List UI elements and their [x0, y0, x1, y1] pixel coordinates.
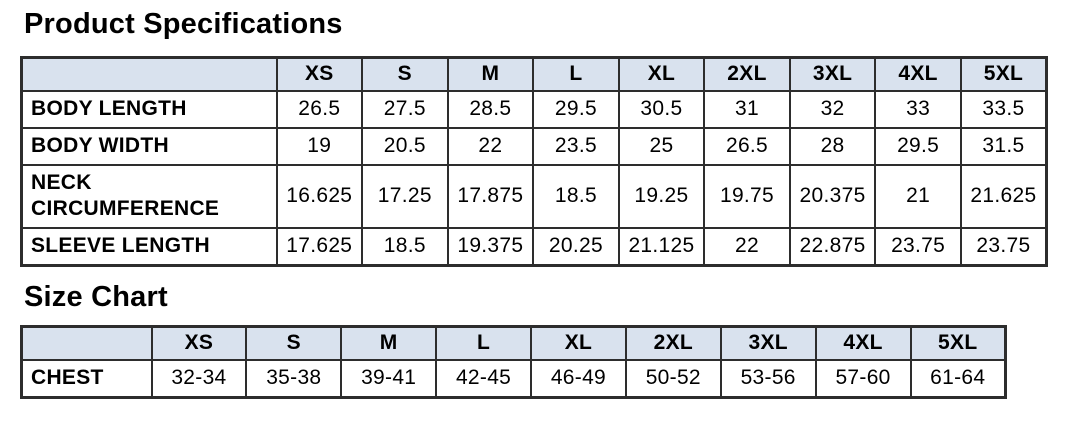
- spec-header-xl: XL: [617, 56, 706, 92]
- size-header-4xl: 4XL: [814, 325, 912, 361]
- cell: 22.875: [788, 227, 877, 267]
- cell: 29.5: [532, 89, 620, 129]
- cell: 26.5: [703, 126, 791, 166]
- product-spec-page: Product Specifications XS S M L XL 2XL 3…: [20, 8, 1048, 399]
- cell: 20.5: [361, 126, 449, 166]
- cell: 31.5: [959, 126, 1048, 166]
- cell: 20.25: [532, 227, 620, 267]
- cell: 27.5: [361, 89, 449, 129]
- cell: 23.75: [959, 227, 1048, 267]
- cell: 21.625: [959, 163, 1048, 230]
- cell: 21.125: [617, 227, 706, 267]
- cell: 19.25: [617, 163, 706, 230]
- spec-header-xs: XS: [275, 56, 364, 92]
- size-header-2xl: 2XL: [624, 325, 722, 361]
- table-row-body-width: BODY WIDTH 19 20.5 22 23.5 25 26.5 28 29…: [20, 126, 1048, 166]
- size-header-3xl: 3XL: [719, 325, 817, 361]
- size-header-xs: XS: [150, 325, 248, 361]
- cell: 18.5: [532, 163, 620, 230]
- cell: 32: [788, 89, 877, 129]
- size-header-5xl: 5XL: [909, 325, 1007, 361]
- spec-header-5xl: 5XL: [959, 56, 1048, 92]
- cell: 17.25: [361, 163, 449, 230]
- spec-header-row: XS S M L XL 2XL 3XL 4XL 5XL: [20, 56, 1048, 92]
- row-label: SLEEVE LENGTH: [20, 227, 278, 267]
- cell: 22: [446, 126, 535, 166]
- size-header-m: M: [340, 325, 438, 361]
- cell: 17.625: [275, 227, 364, 267]
- table-row-neck-circumference: NECK CIRCUMFERENCE 16.625 17.25 17.875 1…: [20, 163, 1048, 230]
- cell: 61-64: [909, 358, 1007, 399]
- cell: 22: [703, 227, 791, 267]
- cell: 23.5: [532, 126, 620, 166]
- cell: 28: [788, 126, 877, 166]
- spec-header-l: L: [532, 56, 620, 92]
- table-row-sleeve-length: SLEEVE LENGTH 17.625 18.5 19.375 20.25 2…: [20, 227, 1048, 267]
- cell: 35-38: [245, 358, 343, 399]
- size-chart-title: Size Chart: [24, 281, 168, 314]
- cell: 18.5: [361, 227, 449, 267]
- cell: 17.875: [446, 163, 535, 230]
- row-label: BODY LENGTH: [20, 89, 278, 129]
- cell: 57-60: [814, 358, 912, 399]
- spec-header-blank-cell: [20, 56, 278, 92]
- table-row-chest: CHEST 32-34 35-38 39-41 42-45 46-49 50-5…: [20, 358, 1007, 399]
- cell: 30.5: [617, 89, 706, 129]
- size-chart-table: XS S M L XL 2XL 3XL 4XL 5XL CHEST 32-34 …: [20, 325, 1007, 399]
- cell: 46-49: [530, 358, 627, 399]
- cell: 50-52: [624, 358, 722, 399]
- cell: 28.5: [446, 89, 535, 129]
- size-header-xl: XL: [530, 325, 627, 361]
- spec-header-4xl: 4XL: [874, 56, 962, 92]
- cell: 42-45: [435, 358, 532, 399]
- cell: 32-34: [150, 358, 248, 399]
- product-specifications-table: XS S M L XL 2XL 3XL 4XL 5XL BODY LENGTH …: [20, 56, 1048, 268]
- cell: 33.5: [959, 89, 1048, 129]
- cell: 39-41: [340, 358, 438, 399]
- cell: 23.75: [874, 227, 962, 267]
- spec-header-2xl: 2XL: [703, 56, 791, 92]
- spec-header-s: S: [361, 56, 449, 92]
- cell: 21: [874, 163, 962, 230]
- size-header-blank-cell: [20, 325, 153, 361]
- cell: 19.75: [703, 163, 791, 230]
- table-row-body-length: BODY LENGTH 26.5 27.5 28.5 29.5 30.5 31 …: [20, 89, 1048, 129]
- cell: 53-56: [719, 358, 817, 399]
- size-header-l: L: [435, 325, 532, 361]
- row-label: NECK CIRCUMFERENCE: [20, 163, 278, 230]
- row-label: CHEST: [20, 358, 153, 399]
- spec-header-m: M: [446, 56, 535, 92]
- size-header-row: XS S M L XL 2XL 3XL 4XL 5XL: [20, 325, 1007, 361]
- spec-header-3xl: 3XL: [788, 56, 877, 92]
- cell: 31: [703, 89, 791, 129]
- cell: 19: [275, 126, 364, 166]
- row-label: BODY WIDTH: [20, 126, 278, 166]
- cell: 19.375: [446, 227, 535, 267]
- product-specifications-title: Product Specifications: [24, 8, 343, 40]
- cell: 33: [874, 89, 962, 129]
- cell: 16.625: [275, 163, 364, 230]
- cell: 25: [617, 126, 706, 166]
- cell: 26.5: [275, 89, 364, 129]
- cell: 20.375: [788, 163, 877, 230]
- size-header-s: S: [245, 325, 343, 361]
- cell: 29.5: [874, 126, 962, 166]
